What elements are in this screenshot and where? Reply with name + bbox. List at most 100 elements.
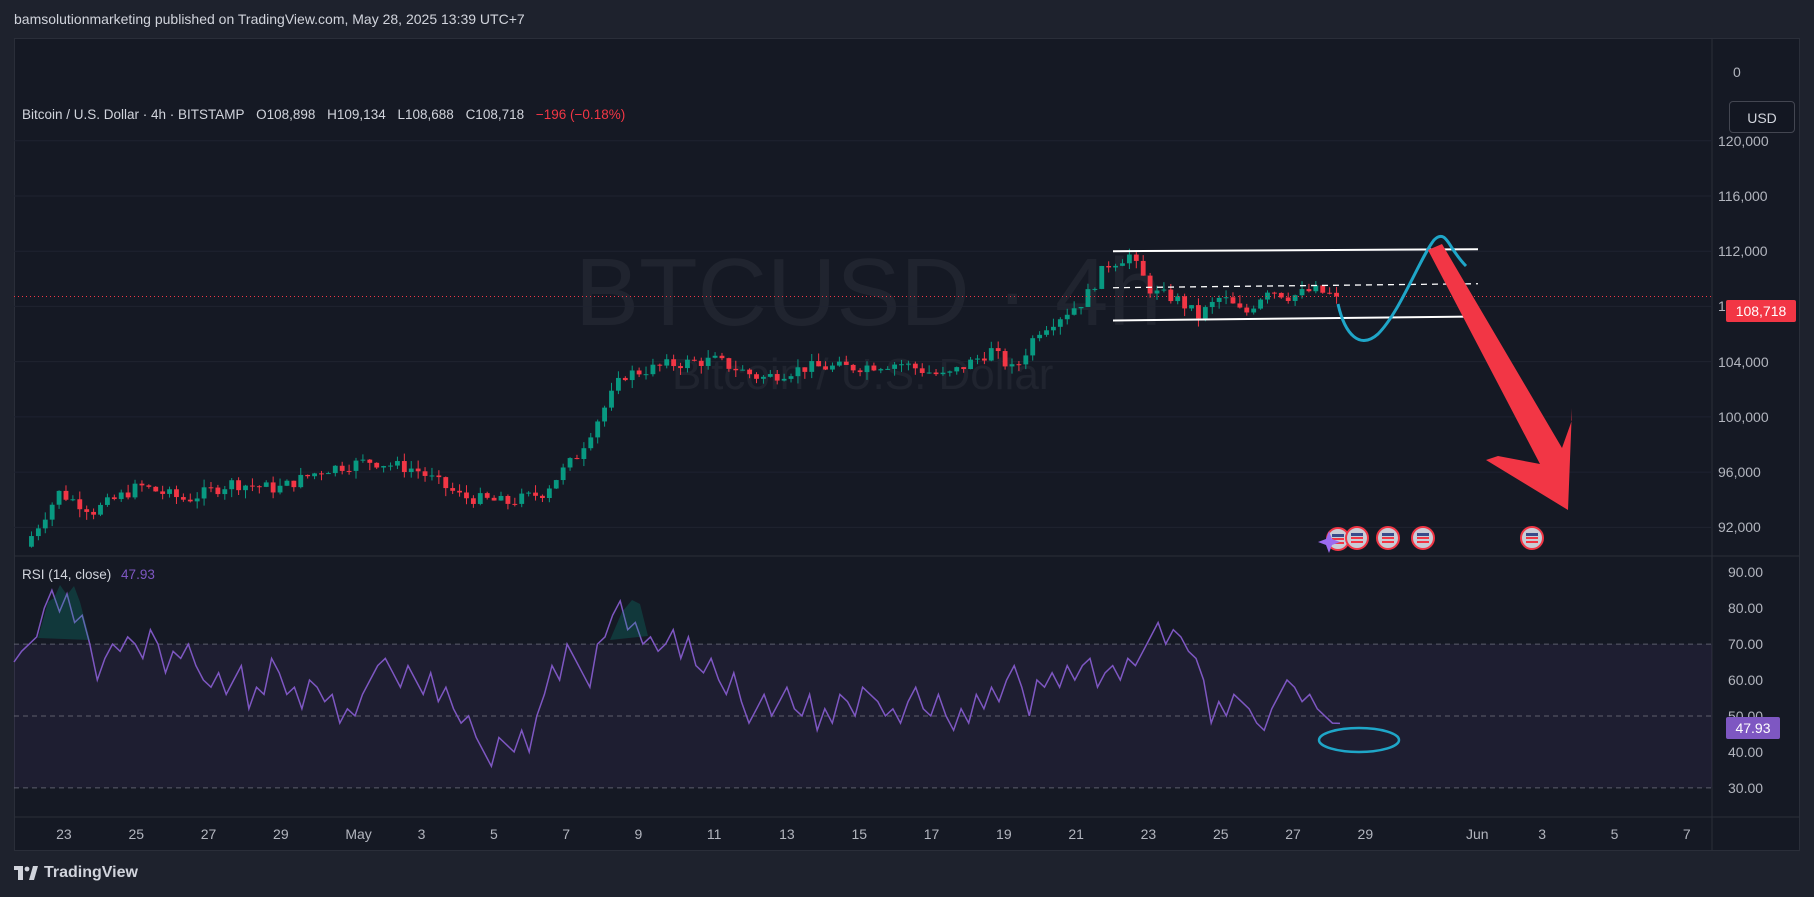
candle-body [312,473,317,477]
candle-body [1327,292,1333,294]
candle-body [671,359,677,367]
price-tick-label: 116,000 [1718,187,1768,204]
candle-body [1126,254,1132,264]
event-flag-stripe [1351,537,1363,539]
channel-bottom-line [1112,315,1479,322]
event-flag-stripe [1382,537,1394,539]
rsi-tick-label: 80.00 [1728,600,1764,617]
candle-body [415,468,421,472]
event-flag-stripe [1526,537,1538,539]
candle-body [1002,351,1008,367]
symbol-legend: Bitcoin / U.S. Dollar · 4h · BITSTAMP O1… [22,107,625,122]
candle-body [291,480,297,488]
candle-body [533,492,538,496]
candle-body [864,365,870,373]
candle-body [553,480,559,489]
candle-body [940,372,946,375]
candle-body [160,491,166,494]
candle-body [850,364,856,371]
candle-body [250,485,255,487]
candle-body [353,460,359,471]
candle-body [201,487,207,499]
high-value: H109,134 [327,107,386,122]
candle-body [374,462,380,468]
rsi-tick-label: 40.00 [1728,743,1764,760]
event-flag-stripe [1332,538,1344,540]
time-tick-label: May [345,826,372,842]
candle-body [1216,297,1222,302]
candle-body [678,366,683,369]
time-tick-label: 21 [1068,826,1084,842]
tradingview-logo[interactable]: TradingView [14,864,138,882]
candle-body [567,458,573,468]
time-tick-label: 17 [923,826,940,842]
time-tick-label: 19 [996,826,1012,842]
candle-body [153,486,159,492]
candle-body [747,369,753,375]
candle-body [1299,289,1305,296]
candle-body [84,509,90,512]
candle-body [243,485,248,491]
candle-body [1106,265,1112,268]
time-tick-label: Jun [1466,826,1489,842]
candle-body [1244,307,1250,313]
candle-body [56,490,62,505]
candle-body [816,361,822,367]
candle-body [1182,296,1188,309]
currency-button[interactable]: USD [1729,101,1795,133]
candle-body [698,360,704,366]
tradingview-icon [14,866,38,880]
close-value: C108,718 [465,107,525,122]
candle-body [1161,289,1167,291]
candle-body [1140,260,1146,276]
rsi-tick-label: 30.00 [1728,779,1764,796]
candle-body [91,511,97,515]
candle-body [1051,326,1056,331]
candle-body [256,486,262,488]
candle-body [767,374,773,377]
candle-body [615,377,621,391]
candle-body [222,489,228,495]
rsi-overbought-fill [38,585,90,640]
candle-body [512,503,518,505]
candle-body [325,473,331,475]
candle-body [125,492,131,498]
candle-body [733,368,739,371]
candle-body [408,468,414,473]
candle-body [1092,288,1098,290]
event-flag-stripe [1351,541,1363,543]
candle-body [1037,334,1043,339]
event-flag-stripe [1382,533,1394,536]
change-value: −196 (−0.18%) [535,107,626,122]
time-tick-label: 3 [417,826,426,842]
channel-middle-line [1112,283,1479,289]
time-tick-label: 7 [1682,826,1691,842]
candle-body [1044,330,1049,335]
candle-body [1292,295,1298,301]
time-tick-label: 23 [1140,826,1157,842]
candle-body [691,359,697,361]
down-arrow [1428,244,1572,510]
candle-body [1251,308,1257,313]
candle-body [643,374,649,376]
candle-body [995,348,1001,352]
candle-body [1120,263,1125,266]
candle-body [1278,292,1284,298]
candle-body [1202,307,1208,319]
published-info: bamsolutionmarketing published on Tradin… [14,11,525,27]
candle-body [1085,289,1091,307]
event-flag-stripe [1382,541,1394,543]
candle-body [1196,305,1201,319]
candle-body [712,355,718,358]
candle-body [588,437,594,449]
candle-body [968,359,973,370]
event-flag-stripe [1332,542,1344,544]
candle-body [457,490,462,493]
candle-body [484,493,490,498]
time-tick-label: 5 [1610,826,1619,842]
price-tick-label: 92,000 [1718,519,1761,536]
candle-body [926,372,932,374]
candle-body [270,482,276,493]
candle-body [871,365,877,371]
